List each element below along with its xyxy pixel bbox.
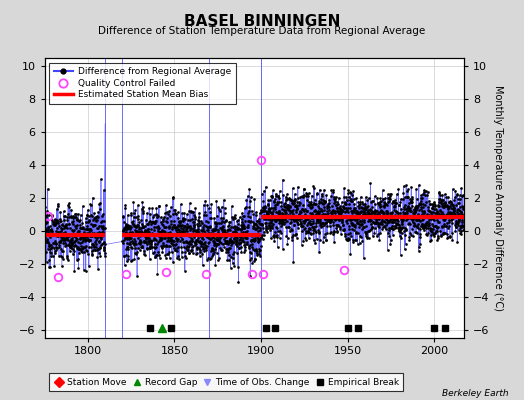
Text: BASEL BINNINGEN: BASEL BINNINGEN — [184, 14, 340, 29]
Text: Difference of Station Temperature Data from Regional Average: Difference of Station Temperature Data f… — [99, 26, 425, 36]
Y-axis label: Monthly Temperature Anomaly Difference (°C): Monthly Temperature Anomaly Difference (… — [493, 85, 503, 311]
Legend: Difference from Regional Average, Quality Control Failed, Estimated Station Mean: Difference from Regional Average, Qualit… — [49, 62, 236, 104]
Text: Berkeley Earth: Berkeley Earth — [442, 389, 508, 398]
Legend: Station Move, Record Gap, Time of Obs. Change, Empirical Break: Station Move, Record Gap, Time of Obs. C… — [49, 374, 403, 392]
